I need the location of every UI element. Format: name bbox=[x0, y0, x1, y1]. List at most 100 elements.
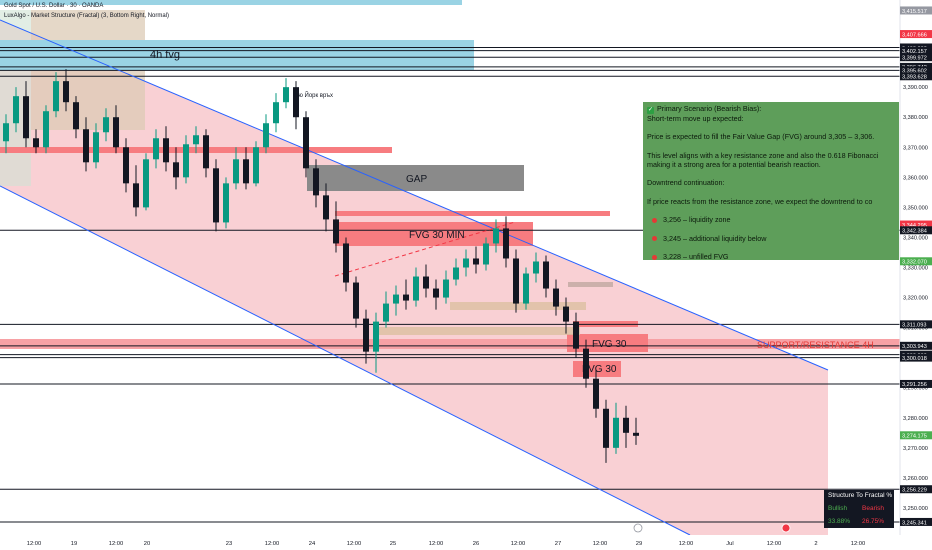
note-bullet-3: 3,228 – unfilled FVG bbox=[663, 251, 729, 260]
price-label-box bbox=[900, 6, 932, 15]
top-fvg-box bbox=[0, 0, 462, 5]
candle-body bbox=[393, 294, 399, 304]
legend-title: Structure To Fractal % bbox=[828, 492, 893, 499]
analysis-note[interactable]: ✓ Primary Scenario (Bearish Bias): Short-… bbox=[643, 102, 899, 260]
y-tick-label: 3,330.000 bbox=[903, 266, 928, 272]
x-tick-label: 12:00 bbox=[27, 541, 42, 547]
candle-body bbox=[243, 159, 249, 184]
candle-body bbox=[173, 162, 179, 178]
y-tick-label: 3,270.000 bbox=[903, 446, 928, 452]
y-tick-label: 3,390.000 bbox=[903, 85, 928, 91]
price-label: 3,332.070 bbox=[902, 260, 927, 266]
candle-body bbox=[303, 117, 309, 169]
zone-label-4h-fvg: 4h fvg bbox=[150, 49, 180, 61]
price-label-box bbox=[900, 226, 932, 235]
channel-lower-line bbox=[0, 185, 691, 536]
x-tick-label: 23 bbox=[226, 541, 232, 547]
candle-body bbox=[133, 183, 139, 208]
candle-body bbox=[53, 81, 59, 112]
price-label: 3,399.972 bbox=[902, 55, 927, 61]
candle-body bbox=[13, 96, 19, 124]
y-tick-label: 3,370.000 bbox=[903, 145, 928, 151]
levels-layer bbox=[0, 46, 900, 523]
zone-label-fvg-30-min: FVG 30 MIN bbox=[409, 230, 465, 241]
legend-bearish: Bearish bbox=[862, 505, 885, 512]
price-label: 3,300.018 bbox=[902, 356, 927, 362]
candle-body bbox=[223, 183, 229, 223]
fvg-30-min-box bbox=[335, 222, 533, 246]
candle-body bbox=[483, 243, 489, 265]
candle-body bbox=[323, 195, 329, 220]
price-label-box bbox=[900, 353, 932, 362]
legend-bullish-pct: 33.88% bbox=[828, 518, 851, 525]
note-line-3: This level aligns with a key resistance … bbox=[647, 150, 879, 160]
y-tick-label: 3,320.000 bbox=[903, 296, 928, 302]
y-tick-label: 3,290.000 bbox=[903, 386, 928, 392]
candle-body bbox=[423, 276, 429, 289]
red-dot-icon bbox=[652, 236, 657, 242]
time-axis-markers bbox=[633, 523, 791, 533]
candle-body bbox=[633, 432, 639, 436]
note-bullet-2: 3,245 – additional liquidity below bbox=[663, 233, 767, 243]
candle-body bbox=[333, 219, 339, 244]
candle-body bbox=[513, 258, 519, 304]
note-line-4: making it a strong area for a potential … bbox=[647, 159, 821, 169]
candle-body bbox=[373, 321, 379, 352]
candle-body bbox=[463, 258, 469, 268]
price-label: 3,303.943 bbox=[902, 344, 927, 350]
candle-body bbox=[613, 417, 619, 448]
indicator-title[interactable]: LuxAlgo - Market Structure (Fractal) (3,… bbox=[4, 13, 170, 19]
price-label: 3,274.175 bbox=[902, 434, 927, 440]
price-label: 3,344.295 bbox=[902, 223, 927, 229]
x-tick-label: 29 bbox=[636, 541, 642, 547]
tan-box-2 bbox=[450, 302, 586, 310]
x-tick-label: 12:00 bbox=[429, 541, 444, 547]
candle-body bbox=[403, 294, 409, 301]
candle-body bbox=[473, 258, 479, 265]
price-label: 3,311.093 bbox=[902, 323, 926, 329]
yticks-layer: 3,250.000 3,260.000 3,270.000 3,280.000 3,29… bbox=[903, 85, 928, 512]
legend-bearish-pct: 26.75% bbox=[862, 518, 885, 525]
us-flag-icon[interactable] bbox=[781, 523, 791, 533]
candle-body bbox=[163, 138, 169, 163]
candle-body bbox=[533, 261, 539, 274]
candle-body bbox=[563, 306, 569, 322]
x-tick-label: 12:00 bbox=[265, 541, 280, 547]
lightning-icon[interactable] bbox=[633, 523, 643, 533]
x-tick-label: 24 bbox=[309, 541, 316, 547]
price-label: 3,395.602 bbox=[902, 69, 927, 75]
candle-body bbox=[413, 276, 419, 301]
candle-body bbox=[453, 267, 459, 280]
note-line-6: If price reacts from the resistance zone… bbox=[647, 196, 873, 206]
y-tick-label: 3,350.000 bbox=[903, 205, 928, 211]
symbol-title[interactable]: Gold Spot / U.S. Dollar · 30 · OANDA bbox=[4, 3, 104, 9]
candle-body bbox=[263, 123, 269, 148]
candle-body bbox=[113, 117, 119, 148]
gap-box bbox=[307, 165, 524, 191]
price-label-box bbox=[900, 517, 932, 526]
candle-body bbox=[273, 102, 279, 124]
zone-label-gap: GAP bbox=[406, 174, 427, 185]
candle-body bbox=[43, 111, 49, 148]
candle-body bbox=[193, 135, 199, 145]
price-label: 3,256.229 bbox=[902, 488, 927, 494]
price-label: 3,407.666 bbox=[902, 32, 927, 38]
candle-body bbox=[73, 102, 79, 130]
candle-body bbox=[203, 135, 209, 169]
y-tick-label: 3,260.000 bbox=[903, 476, 928, 482]
price-label-box bbox=[900, 431, 932, 440]
candle-body bbox=[583, 348, 589, 379]
candle-body bbox=[503, 228, 509, 259]
price-label: 3,415.517 bbox=[902, 9, 927, 15]
candle-body bbox=[363, 318, 369, 352]
y-tick-label: 3,360.000 bbox=[903, 175, 928, 181]
fvg-30-min-top-band bbox=[335, 211, 610, 216]
x-tick-label: 12:00 bbox=[593, 541, 608, 547]
candle-body bbox=[313, 168, 319, 196]
candle-body bbox=[183, 144, 189, 178]
zone-label-fvg-30-b: FVG 30 bbox=[582, 364, 617, 375]
candle-body bbox=[523, 273, 529, 304]
candle-body bbox=[83, 129, 89, 163]
